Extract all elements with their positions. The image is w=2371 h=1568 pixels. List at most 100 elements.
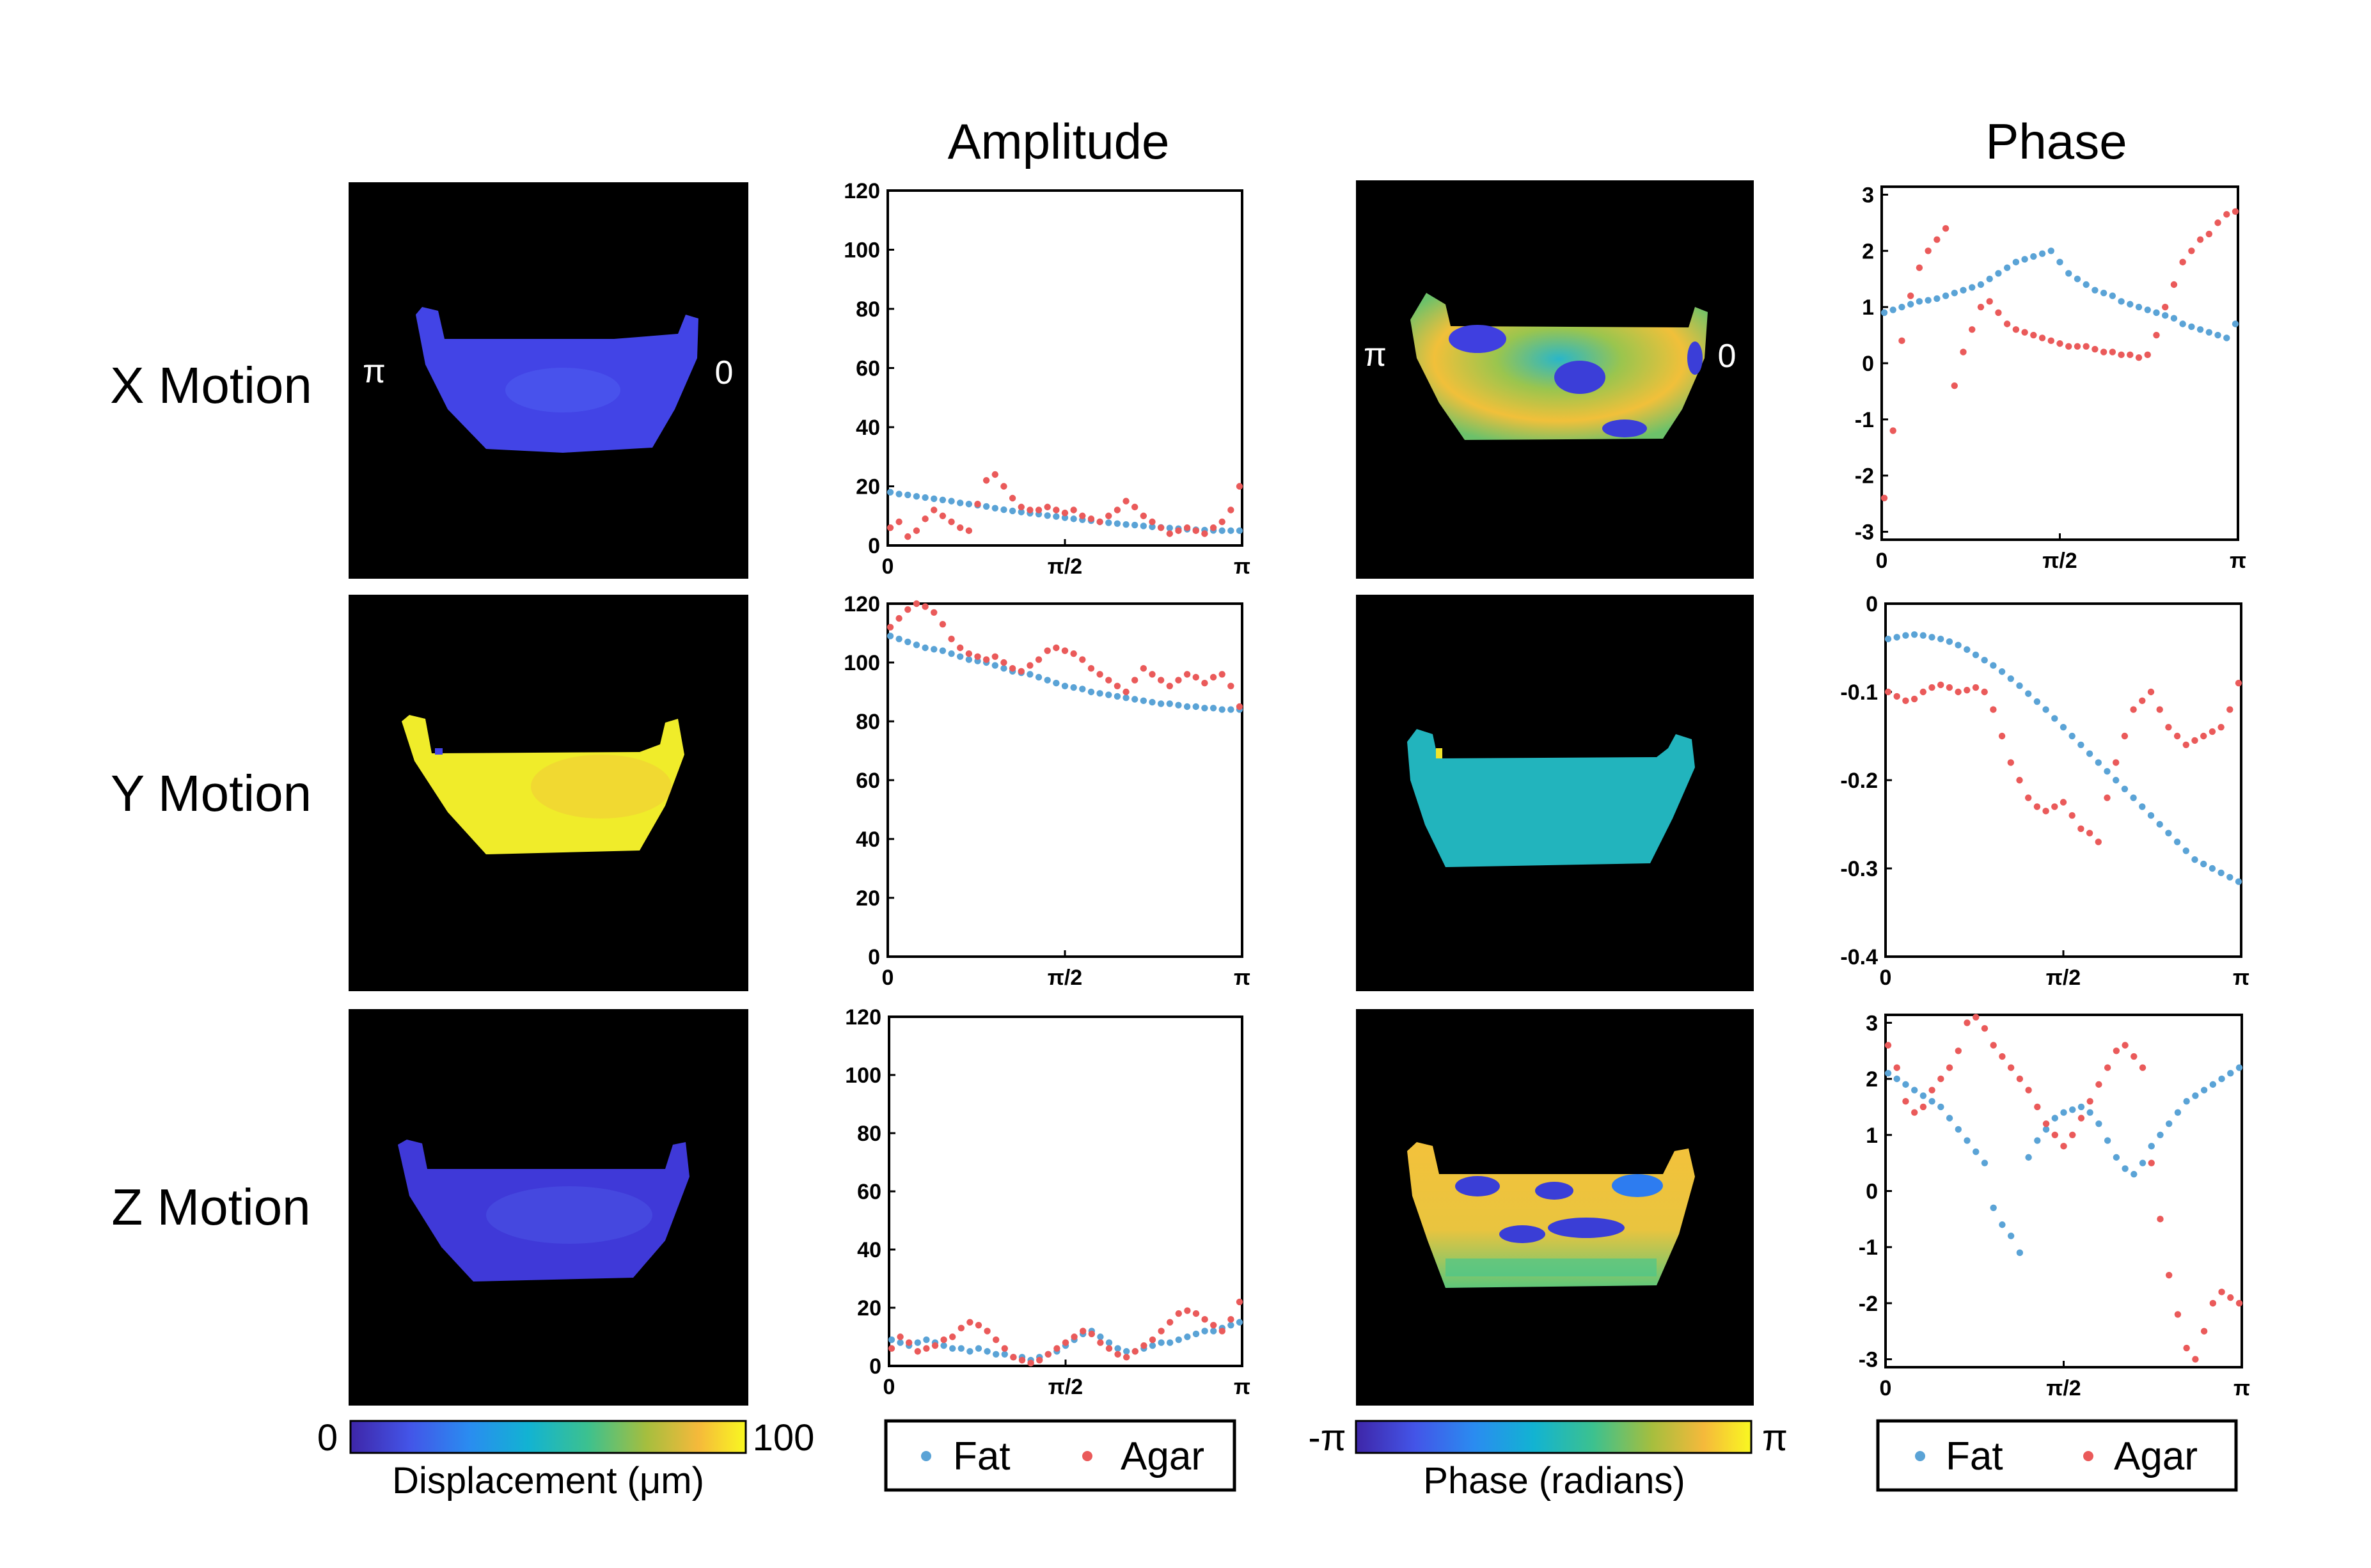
agar-point — [2113, 1047, 2120, 1054]
fat-point — [2109, 292, 2116, 299]
fat-point — [923, 1336, 930, 1344]
amplitude-plot-z-frame — [888, 1015, 1243, 1367]
fat-point — [2214, 331, 2221, 339]
fat-point — [2113, 776, 2120, 784]
y-tick-label: 80 — [857, 1122, 881, 1146]
fat-point — [2127, 301, 2134, 308]
fat-point — [2218, 1075, 2225, 1083]
fat-point — [2156, 820, 2163, 828]
fat-point — [2131, 1170, 2138, 1178]
agar-point — [1928, 1086, 1935, 1094]
fat-point — [2038, 250, 2046, 257]
x-tick-label: π — [1234, 554, 1250, 579]
fat-point — [1000, 665, 1007, 672]
amplitude-map-z — [349, 1009, 748, 1406]
fat-point — [1192, 1330, 1200, 1338]
agar-point — [904, 533, 911, 540]
row-label-x-motion: X Motion — [110, 357, 312, 414]
agar-point — [957, 1324, 965, 1332]
fat-point — [2095, 1120, 2102, 1127]
y-tick-label: 120 — [844, 179, 880, 203]
fat-point — [991, 662, 999, 669]
agar-point — [1955, 688, 1962, 696]
x-tick-label: 0 — [1876, 549, 1888, 573]
agar-point — [2209, 728, 2216, 735]
x-tick-label: π/2 — [2046, 966, 2081, 990]
agar-point — [2235, 1299, 2243, 1307]
y-tick-label: -1 — [1855, 408, 1874, 432]
agar-point — [2025, 794, 2032, 801]
fat-point — [2034, 1137, 2041, 1144]
agar-point — [2007, 1064, 2015, 1071]
agar-point — [1227, 682, 1234, 690]
y-tick-label: 0 — [1866, 592, 1878, 616]
fat-point — [1942, 292, 1950, 299]
displacement-colorbar-title: Displacement (μm) — [392, 1460, 704, 1501]
agar-point — [2042, 808, 2049, 815]
agar-point — [931, 506, 938, 514]
fat-point — [1972, 651, 1980, 659]
fat-point — [2200, 1086, 2208, 1094]
agar-point — [914, 1348, 922, 1355]
fat-point — [1910, 1086, 1918, 1094]
fat-point — [2086, 750, 2093, 757]
agar-point — [2165, 724, 2172, 731]
fat-point — [2170, 315, 2178, 322]
agar-point — [1218, 518, 1225, 526]
fat-point — [1893, 1075, 1900, 1083]
y-tick-label: 40 — [857, 1238, 881, 1262]
fat-point — [913, 641, 920, 648]
x-tick-label: π — [1234, 1375, 1250, 1399]
y-tick-label: 1 — [1862, 295, 1874, 320]
fat-point — [957, 653, 964, 660]
fat-point — [1916, 298, 1923, 305]
fat-point — [2232, 320, 2239, 327]
image-label-zero: 0 — [715, 354, 734, 391]
agar-point — [1062, 1339, 1069, 1346]
fat-point — [1919, 1092, 1927, 1099]
agar-point — [1981, 688, 1988, 696]
fat-point — [2069, 1106, 2076, 1113]
agar-point — [1236, 483, 1243, 490]
fat-point — [2209, 1081, 2217, 1088]
agar-point — [2209, 1299, 2217, 1307]
fat-point — [1964, 646, 1971, 653]
agar-point — [1027, 1360, 1034, 1367]
agar-point — [991, 653, 999, 660]
fat-point — [1122, 694, 1130, 702]
agar-point — [1175, 527, 1182, 535]
phase-plot-y-frame — [1884, 602, 2242, 958]
x-tick-label: π/2 — [2046, 1376, 2081, 1400]
fat-point — [1937, 636, 1944, 643]
x-tick-label: π/2 — [1048, 554, 1082, 579]
fat-point — [1140, 522, 1147, 529]
displacement-colorbar-min: 0 — [317, 1417, 338, 1459]
agar-point — [1986, 298, 1993, 305]
agar-point — [886, 524, 894, 531]
amplitude-plot-x-frame — [886, 189, 1243, 547]
y-tick-label: 0 — [868, 945, 880, 969]
agar-point — [2104, 794, 2111, 801]
agar-point — [966, 1319, 973, 1326]
agar-point — [1000, 483, 1007, 490]
agar-point — [965, 527, 973, 535]
agar-point — [2121, 732, 2129, 740]
agar-point — [2183, 1344, 2190, 1352]
agar-point — [1183, 524, 1191, 531]
fat-point — [2226, 874, 2233, 881]
agar-point — [2113, 759, 2120, 766]
fat-point — [1227, 1322, 1234, 1329]
agar-point — [1149, 671, 1156, 678]
agar-point — [2130, 706, 2137, 713]
fat-point — [1990, 1204, 1997, 1212]
agar-point — [1096, 518, 1103, 526]
agar-point — [1070, 650, 1077, 657]
agar-point — [2139, 1064, 2147, 1071]
fat-point — [2182, 847, 2189, 854]
amplitude-plot-z: 0 20 40 60 80 100 120 0 π/2 π — [845, 1005, 1250, 1399]
fat-point — [2192, 1092, 2199, 1099]
agar-point — [2118, 351, 2125, 359]
fat-point — [1122, 521, 1130, 528]
fat-point — [1986, 276, 1993, 283]
fat-point — [1955, 641, 1962, 649]
